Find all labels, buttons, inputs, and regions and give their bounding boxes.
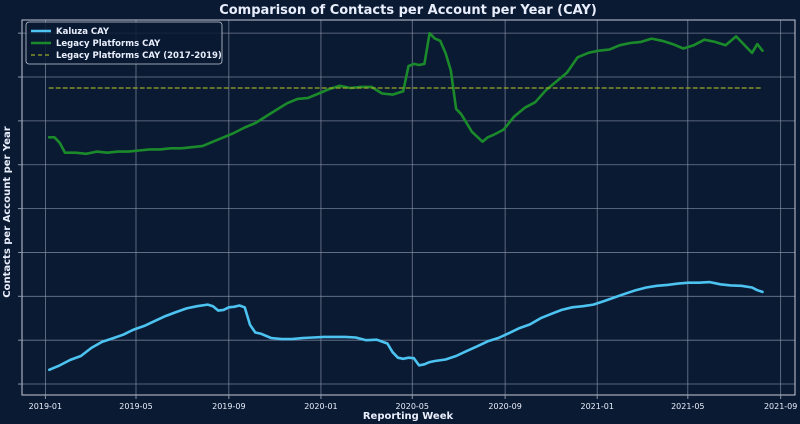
legend-item-legacy-label: Legacy Platforms CAY [56,39,161,49]
series-layer [47,31,764,372]
x-tick-label: 2019-01 [29,402,62,411]
x-axis-label: Reporting Week [363,411,454,422]
x-tick-label: 2019-09 [212,402,245,411]
x-tick-label: 2020-05 [396,402,429,411]
legend-item-legacy-baseline-label: Legacy Platforms CAY (2017-2019) [56,51,222,61]
kaluza-cay-line [47,280,764,372]
x-tick-label: 2021-01 [581,402,614,411]
x-tick-label: 2020-01 [304,402,337,411]
x-tick-label: 2021-09 [764,402,797,411]
legacy-cay-line [47,31,764,156]
x-axis: 2019-01 2019-05 2019-09 2020-01 2020-05 2020-… [18,32,797,411]
chart-title: Comparison of Contacts per Account per Y… [219,3,597,18]
legend: Kaluza CAY Legacy Platforms CAY Legacy Pla… [25,21,223,65]
y-axis-label: Contacts per Account per Year [2,126,13,298]
x-tick-label: 2019-05 [119,402,152,411]
legend-item-kaluza-label: Kaluza CAY [56,27,110,37]
x-tick-label: 2020-09 [488,402,521,411]
legend-box [25,21,223,65]
x-tick-label: 2021-05 [671,402,704,411]
plot-area-frame [21,19,796,396]
